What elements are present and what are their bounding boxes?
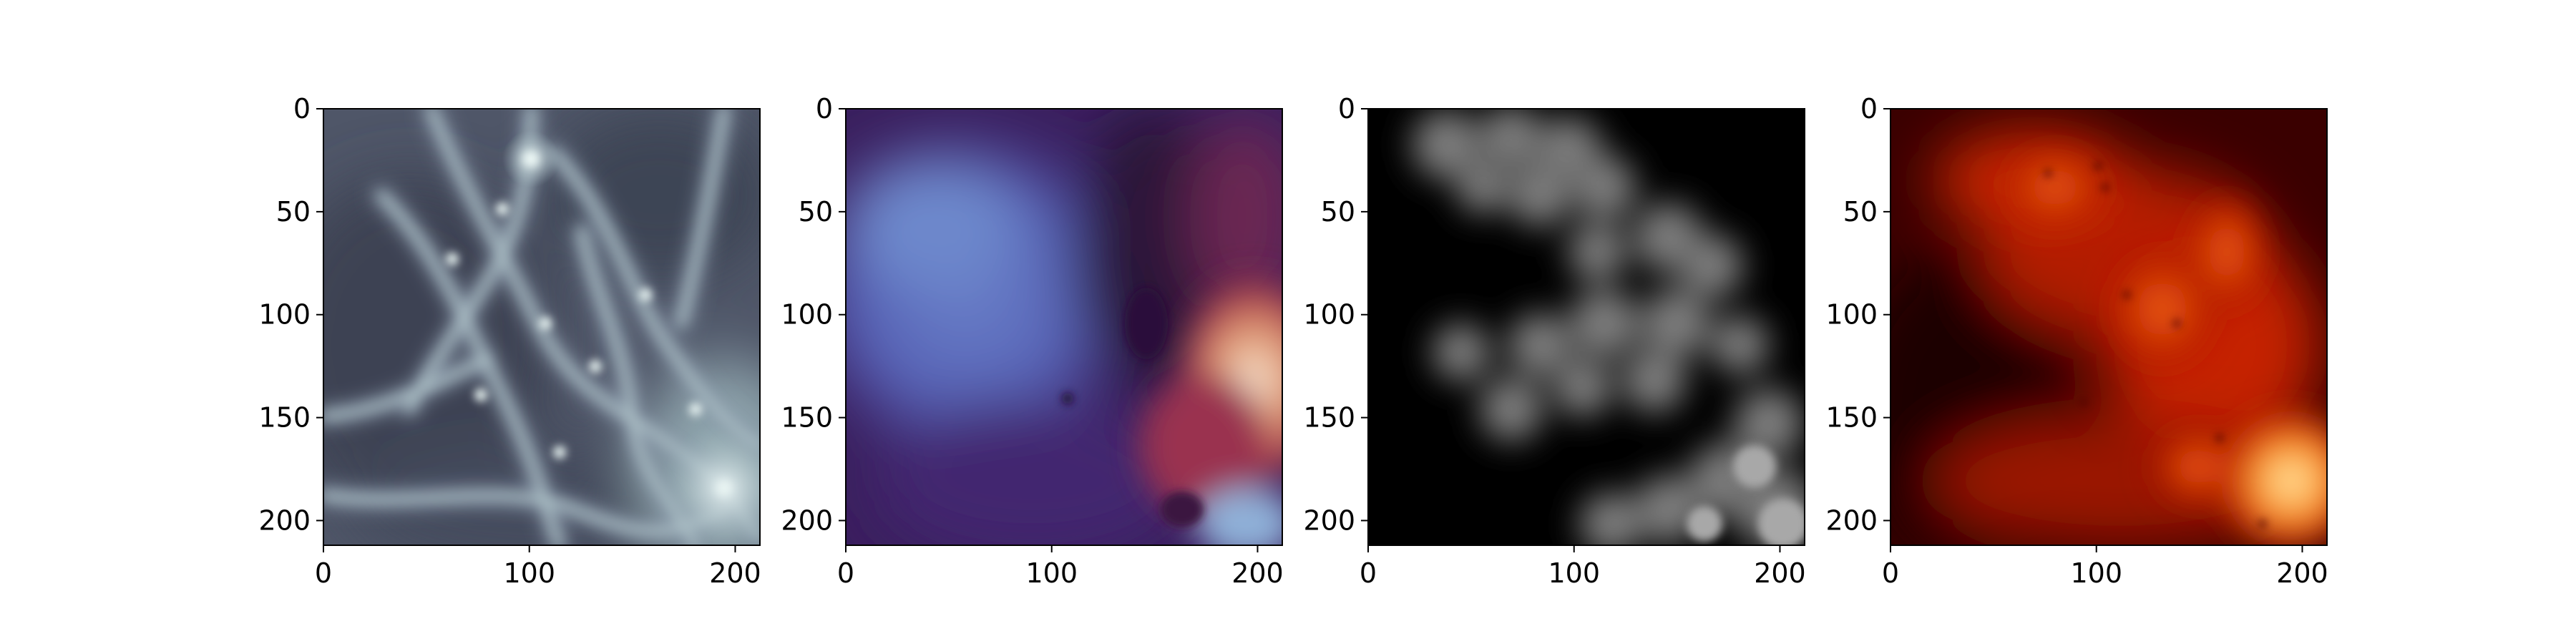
y-tick-label: 100 xyxy=(1303,299,1355,331)
x-tick-label: 0 xyxy=(315,557,332,589)
x-tick-label: 100 xyxy=(2070,557,2122,589)
y-tick-label: 0 xyxy=(1338,93,1355,125)
y-tick-label: 200 xyxy=(1825,504,1878,536)
y-tick-label: 150 xyxy=(1825,402,1878,434)
y-tick-label: 0 xyxy=(1860,93,1878,125)
y-tick-label: 50 xyxy=(1321,196,1355,228)
y-tick-label: 0 xyxy=(816,93,833,125)
x-tick-label: 0 xyxy=(1882,557,1899,589)
x-tick-label: 200 xyxy=(1231,557,1284,589)
y-tick-label: 50 xyxy=(1843,196,1878,228)
x-tick-label: 0 xyxy=(1360,557,1377,589)
y-tick-label: 200 xyxy=(781,504,833,536)
y-tick-label: 150 xyxy=(781,402,833,434)
y-tick-label: 50 xyxy=(799,196,833,228)
y-tick-label: 0 xyxy=(293,93,311,125)
y-tick-label: 200 xyxy=(1303,504,1355,536)
x-tick-label: 200 xyxy=(709,557,761,589)
y-tick-label: 50 xyxy=(276,196,311,228)
axes-frame xyxy=(845,108,1283,546)
heatmap-image xyxy=(1890,109,2327,545)
axes-frame xyxy=(1890,108,2328,546)
axes-frame xyxy=(323,108,761,546)
y-tick-label: 200 xyxy=(258,504,311,536)
x-tick-label: 200 xyxy=(2276,557,2328,589)
y-tick-label: 150 xyxy=(258,402,311,434)
axes-frame xyxy=(1367,108,1805,546)
y-tick-label: 100 xyxy=(258,299,311,331)
x-tick-label: 100 xyxy=(1548,557,1600,589)
y-tick-label: 150 xyxy=(1303,402,1355,434)
y-tick-label: 100 xyxy=(781,299,833,331)
x-tick-label: 200 xyxy=(1754,557,1806,589)
heatmap-image xyxy=(846,109,1282,545)
heatmap-image xyxy=(323,109,760,545)
x-tick-label: 0 xyxy=(837,557,854,589)
y-tick-label: 100 xyxy=(1825,299,1878,331)
x-tick-label: 100 xyxy=(1025,557,1078,589)
heatmap-image xyxy=(1368,109,1805,545)
x-tick-label: 100 xyxy=(503,557,555,589)
